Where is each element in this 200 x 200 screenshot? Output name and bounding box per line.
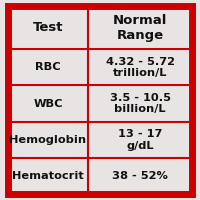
Text: 3.5 - 10.5
billion/L: 3.5 - 10.5 billion/L: [110, 93, 170, 114]
Text: Hemoglobin: Hemoglobin: [9, 135, 87, 145]
Text: RBC: RBC: [35, 62, 61, 72]
Text: Hematocrit: Hematocrit: [12, 171, 84, 181]
Text: WBC: WBC: [33, 99, 63, 109]
Text: 38 - 52%: 38 - 52%: [112, 171, 168, 181]
Text: 13 - 17
g/dL: 13 - 17 g/dL: [118, 129, 162, 151]
Text: Test: Test: [33, 21, 63, 34]
Text: 4.32 - 5.72
trillion/L: 4.32 - 5.72 trillion/L: [106, 57, 174, 78]
Text: Normal
Range: Normal Range: [113, 14, 167, 42]
